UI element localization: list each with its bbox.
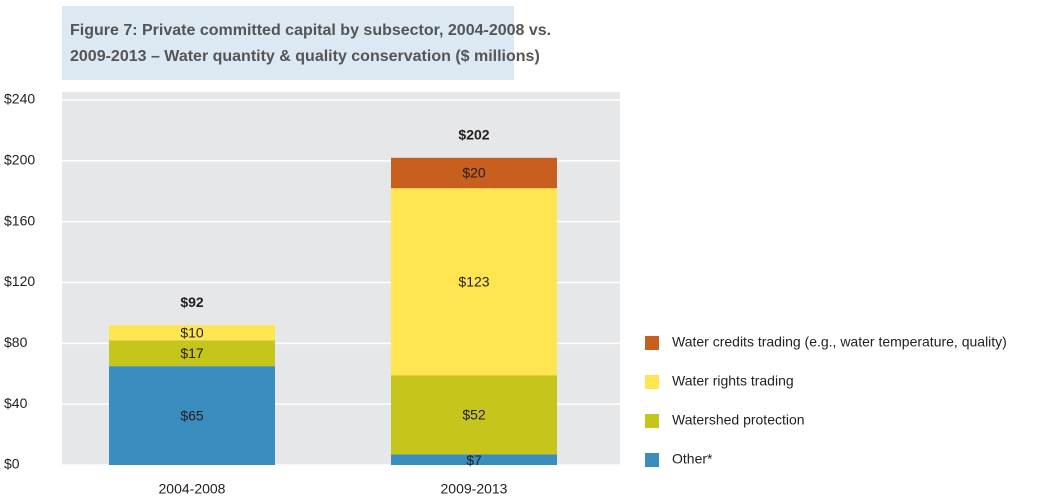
legend-swatch — [645, 453, 659, 467]
legend-label: Watershed protection — [672, 412, 805, 428]
bar-segment — [109, 340, 275, 367]
total-label: $202 — [458, 126, 489, 142]
y-tick-label: $160 — [4, 212, 35, 228]
legend-swatch — [645, 414, 659, 428]
bar-segment — [391, 188, 557, 376]
y-tick-label: $240 — [4, 91, 35, 107]
value-label: $65 — [180, 407, 204, 423]
value-label: $20 — [462, 165, 486, 181]
y-tick-label: $40 — [4, 395, 28, 411]
y-tick-label: $80 — [4, 334, 28, 350]
y-tick-label: $200 — [4, 152, 35, 168]
legend-label: Other* — [672, 451, 713, 467]
bar-segment — [391, 375, 557, 455]
bar-segment — [109, 366, 275, 465]
y-tick-label: $120 — [4, 273, 35, 289]
x-tick-label: 2009-2013 — [441, 481, 508, 497]
bar-segment — [109, 325, 275, 341]
y-tick-label: $0 — [4, 456, 20, 472]
legend-swatch — [645, 375, 659, 389]
bar-segment — [391, 454, 557, 465]
value-label: $123 — [458, 273, 489, 289]
title-line: 2009-2013 – Water quantity & quality con… — [70, 48, 540, 65]
x-tick-label: 2004-2008 — [159, 481, 226, 497]
legend-label: Water credits trading (e.g., water tempe… — [672, 334, 1007, 350]
value-label: $10 — [180, 324, 204, 340]
total-label: $92 — [180, 294, 204, 310]
chart-title: Figure 7: Private committed capital by s… — [70, 22, 551, 65]
value-label: $7 — [466, 452, 482, 468]
bar-segment — [391, 157, 557, 189]
title-line: Figure 7: Private committed capital by s… — [70, 22, 551, 39]
value-label: $17 — [180, 345, 204, 361]
legend-label: Water rights trading — [672, 373, 794, 389]
title-box — [62, 6, 514, 80]
legend-swatch — [645, 336, 659, 350]
value-label: $52 — [462, 407, 486, 423]
